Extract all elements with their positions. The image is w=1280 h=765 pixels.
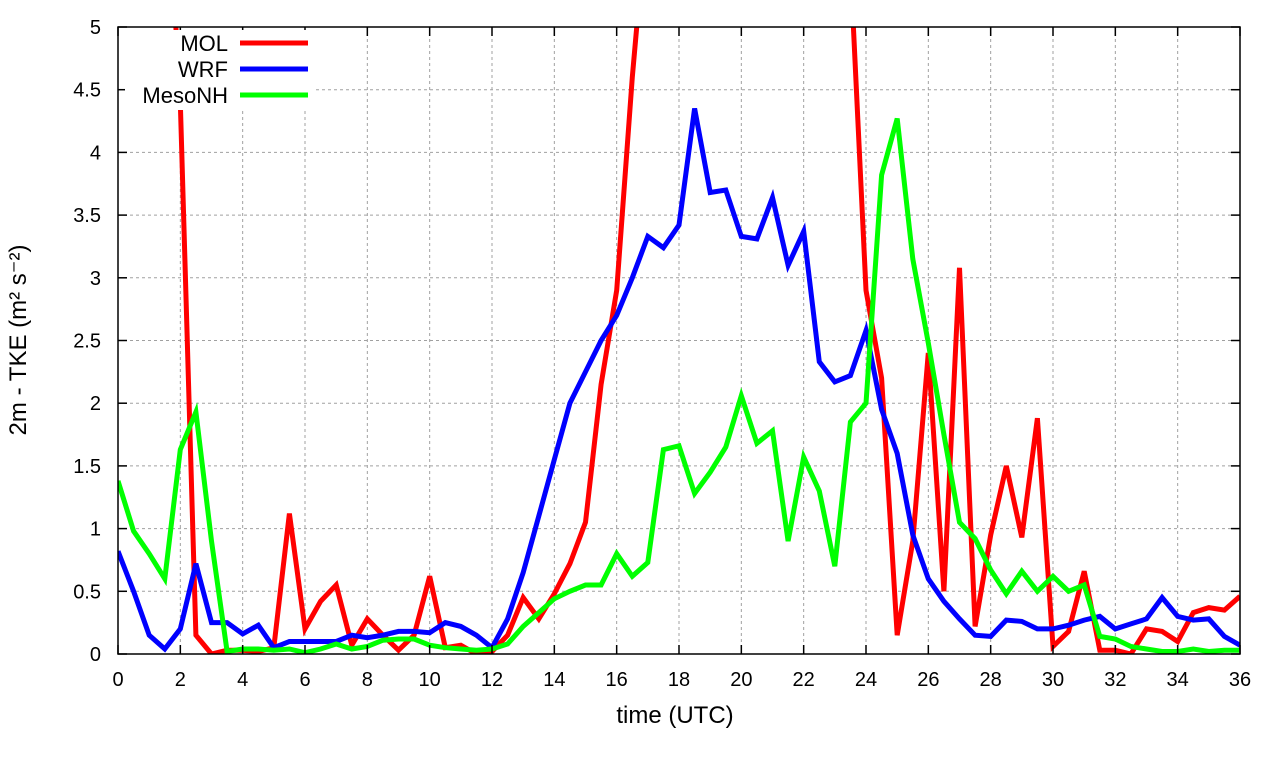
legend-label-mesonh: MesoNH [142,83,228,108]
x-tick-label: 0 [112,669,123,691]
x-tick-label: 30 [1042,669,1064,691]
x-tick-label: 10 [419,669,441,691]
legend-label-mol: MOL [180,31,228,56]
x-tick-label: 18 [668,669,690,691]
y-tick-label: 2 [90,393,101,415]
x-tick-label: 34 [1167,669,1189,691]
x-tick-label: 26 [917,669,939,691]
x-tick-label: 36 [1229,669,1251,691]
x-tick-label: 8 [362,669,373,691]
x-tick-label: 12 [481,669,503,691]
x-tick-label: 22 [793,669,815,691]
x-axis-label: time (UTC) [616,702,733,729]
x-tick-label: 14 [543,669,565,691]
y-tick-label: 2.5 [73,331,101,353]
x-tick-label: 24 [855,669,877,691]
x-tick-label: 2 [175,669,186,691]
y-tick-label: 4.5 [73,80,101,102]
x-tick-label: 20 [730,669,752,691]
y-tick-label: 3.5 [73,205,101,227]
x-tick-label: 32 [1104,669,1126,691]
series-line-mesonh [118,117,1240,654]
x-tick-label: 6 [299,669,310,691]
ticks: 0 2 4 6 8 10 12 14 16 18 20 22 24 26 28 30 32 34 3600.511.… [73,17,1251,691]
legend-label-wrf: WRF [178,57,228,82]
x-tick-label: 16 [606,669,628,691]
y-tick-label: 0 [90,644,101,666]
series-line-wrf [118,108,1240,653]
y-tick-label: 5 [90,17,101,39]
y-tick-label: 1 [90,519,101,541]
x-tick-label: 28 [980,669,1002,691]
y-tick-label: 1.5 [73,456,101,478]
y-tick-label: 0.5 [73,581,101,603]
y-axis-label: 2m - TKE (m² s⁻²) [5,245,32,436]
y-tick-label: 3 [90,268,101,290]
x-tick-label: 4 [237,669,248,691]
y-tick-label: 4 [90,142,101,164]
